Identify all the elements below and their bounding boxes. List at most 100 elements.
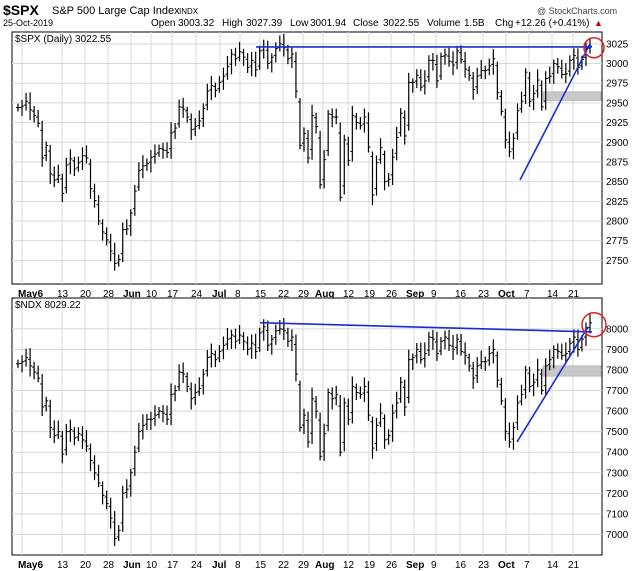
ohlc-bar [523,365,528,399]
support-zone [542,365,602,377]
ohlc-bar [386,429,391,445]
ohlc-bar [92,183,97,208]
ohlc-bar [451,51,456,76]
ohlc-bar [48,144,53,184]
y-tick-label: 7600 [606,407,629,418]
ohlc-bar [173,385,178,402]
volume-value: 1.5B [464,18,485,29]
ohlc-bar [136,422,141,453]
support-trendline [516,326,589,443]
ohlc-bar [455,333,460,355]
ohlc-bar [346,136,351,166]
ohlc-bar [459,45,464,64]
ohlc-bar [64,157,69,194]
ohlc-bar [269,335,274,355]
ohlc-bar [112,242,117,271]
ohlc-bar [302,408,306,435]
ohlc-bar [511,133,516,160]
ohlc-bar [326,388,331,432]
ohlc-bar [398,108,403,137]
ohlc-bar [28,92,33,121]
ohlc-bar [495,351,500,388]
ohlc-bar [535,69,540,98]
ohlc-bar [245,336,250,356]
ohlc-bar [68,149,73,175]
ohlc-bar [128,209,133,236]
open-value: 3003.32 [178,18,215,29]
ohlc-bar [241,332,246,351]
ohlc-bar [467,66,472,81]
ohlc-bar [306,411,311,448]
panel-label: $SPX (Daily) 3022.55 [15,34,112,45]
ohlc-bar [479,59,484,79]
x-tick-label: 8 [235,560,241,571]
ohlc-bar [84,429,89,452]
volume-label: Volume [427,18,461,29]
ohlc-bar [92,455,97,481]
ohlc-bar [185,106,190,123]
ohlc-bar [177,99,182,128]
ohlc-bar [559,59,564,79]
ohlc-bar [293,51,298,99]
ohlc-bar [414,342,419,364]
ohlc-bar [253,333,258,359]
ohlc-bar [442,330,447,350]
x-tick-label: 14 [547,560,559,571]
ohlc-bar [24,92,29,111]
ohlc-bar [293,334,298,382]
y-tick-label: 2900 [606,138,629,149]
ohlc-bar [358,117,363,130]
ohlc-bar [225,327,230,350]
ohlc-bar [116,254,121,267]
ohlc-bar [52,166,57,188]
x-tick-label: 22 [278,289,290,300]
x-tick-label: 23 [478,289,490,300]
ohlc-bar [229,48,234,75]
ohlc-bar [507,131,512,158]
ohlc-bar [438,52,443,80]
close-label: Close [353,18,379,29]
y-tick-label: 2925 [606,118,629,129]
ohlc-bar [241,48,246,66]
ohlc-bar [229,329,234,349]
ohlc-bar [108,233,113,262]
panel-spx: 2750 2775 2800 2825 2850 2875 2900 2925 2950 2975… [11,31,629,300]
y-tick-label: 3025 [606,39,629,50]
ohlc-bar [374,417,379,451]
ohlc-bar [479,350,484,370]
ohlc-bar [189,113,194,140]
x-tick-label: 15 [255,289,267,300]
x-tick-label: 7 [524,560,530,571]
ohlc-bar [181,362,186,384]
ohlc-bar [491,49,496,75]
ohlc-bar [422,342,427,368]
ohlc-bar [209,75,214,101]
low-label: Low [290,18,309,29]
ohlc-bar [177,364,182,391]
y-tick-label: 2850 [606,177,629,188]
ohlc-bar [169,383,174,426]
ohlc-bar [362,377,367,403]
x-tick-label: Oct [498,560,515,571]
ohlc-bar [265,320,270,352]
ohlc-bar [44,396,49,412]
ohlc-bar [362,108,367,133]
ohlc-bar [249,51,254,77]
ohlc-bar [124,219,129,236]
y-tick-label: 2875 [606,157,629,168]
ohlc-bar [499,377,504,405]
ohlc-bar [430,53,435,71]
x-tick-label: 17 [167,289,179,300]
ohlc-bar [253,51,258,77]
x-tick-label: 29 [298,560,310,571]
header-name: S&P 500 Large Cap Index [52,5,180,17]
ohlc-bar [370,416,375,459]
ohlc-bar [378,138,383,164]
ohlc-bar [567,55,572,77]
highlight-circle [581,311,607,338]
ohlc-bar [205,83,210,111]
ohlc-bar [543,71,548,110]
ohlc-bar [120,222,125,263]
ohlc-bar [144,414,149,430]
ohlc-bar [531,84,536,110]
